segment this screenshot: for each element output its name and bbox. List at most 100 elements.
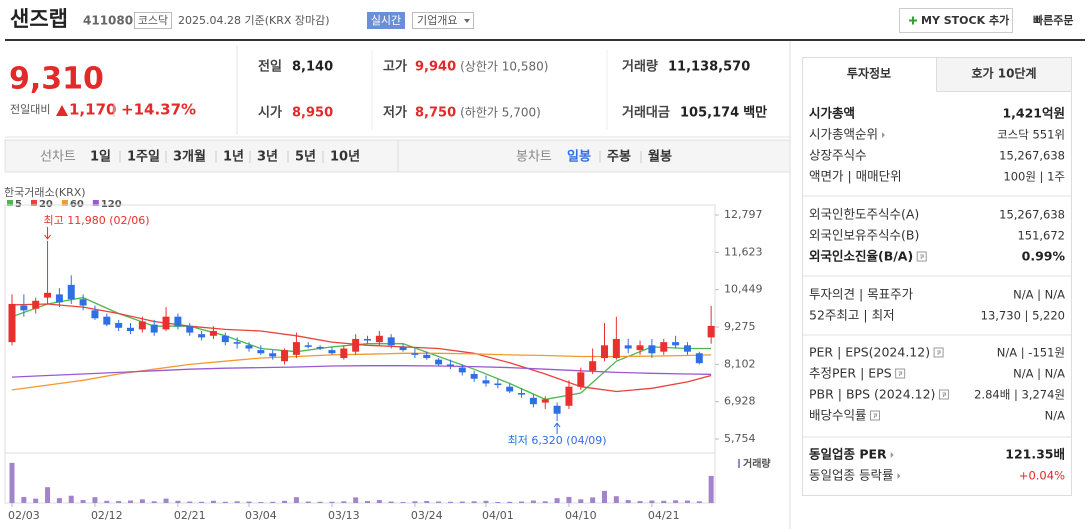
volume-bar [9,462,15,503]
legend-swatch [7,200,13,206]
menu-item[interactable]: 1일 [90,150,111,165]
volume-bar [365,501,370,503]
tab[interactable]: 투자정보 [847,66,891,81]
menu-item[interactable]: 1주일 [127,150,160,165]
volume-bar [68,495,74,503]
candle-body [601,345,608,359]
price: 9,310 [9,62,104,97]
side-value: N/A | N/A [1013,288,1065,302]
quote-label: 전일 [258,59,282,75]
stock-name: 샌즈랩 [10,7,68,31]
mystock-button[interactable] [899,8,1013,33]
side-label: 상장주식수 [809,148,867,163]
menu-item[interactable]: 주봉 [607,150,631,165]
volume-bar [649,500,655,503]
mystock[interactable]: MY STOCK 추가 [921,13,1009,27]
volume-bar [578,499,584,503]
x-tick-label: 03/24 [411,509,443,522]
candle-body [518,393,526,395]
change-label: 전일대비 [10,102,50,116]
candle-body [79,299,87,306]
overview[interactable]: 기업개요 [417,14,457,27]
low-note: 최저 6,320 (04/09) [508,434,607,447]
candle-body [103,316,111,325]
side-value: 121.35배 [1005,447,1065,462]
volume-bar [613,496,619,503]
side-value: N/A | -151원 [997,346,1065,360]
side-label: 시가총액순위 [809,127,878,142]
tab-inactive-bg[interactable] [936,57,1072,92]
volume-bar [673,500,679,503]
volume-bar [305,501,311,503]
legend-swatch [30,200,37,206]
menu-item[interactable]: 일봉 [567,150,591,165]
candle-body [304,345,312,347]
candle-body [174,316,182,327]
overview-box[interactable] [412,12,474,29]
y-tick-label: 11,623 [724,245,763,258]
side-label: 배당수익률 [809,408,867,423]
menu-label: 봉차트 [516,150,552,165]
side-label: 52주최고 | 최저 [809,308,895,323]
quote-label: 저가 [383,106,407,121]
volume-bar [637,501,643,503]
x-tick-label: 04/01 [482,509,514,522]
candle-body [683,345,691,352]
volume-bar [329,501,335,503]
realtime-badge[interactable] [367,12,405,29]
volume-bar [80,500,86,503]
candle-body [340,348,348,359]
volume-bar [590,497,596,503]
volume-bar [151,501,157,503]
candle-body [292,342,300,355]
side-value: 코스닥 551위 [997,128,1065,142]
x-tick-label: 03/13 [328,509,360,522]
volume-bar [495,502,501,503]
high-note: 최고 11,980 (02/06) [44,214,150,227]
candle-body [446,364,454,366]
candle-body [150,324,158,333]
volume-bar [542,501,548,503]
side-value: 0.99% [1022,249,1066,264]
volume-bar [222,501,228,503]
volume-bar [554,498,560,503]
x-tick-label: 02/03 [8,509,40,522]
side-label: 외국인보유주식수(B) [809,228,919,243]
candle-body [257,350,265,354]
volume-bar [21,496,27,503]
side-label: 투자의견 | 목표주가 [809,287,914,302]
menu-item[interactable]: 10년 [330,150,360,165]
candle-body [198,334,206,338]
help-mark [898,371,903,376]
volume-bar [353,497,359,503]
menu-item[interactable]: 3개월 [173,149,206,165]
candle-body [269,353,277,357]
candle-body [328,350,336,354]
candle-body [44,292,52,298]
side-value: 2.84배 | 3,274원 [974,388,1065,402]
candle-body [281,350,289,362]
volume-bar [163,498,169,503]
volume-bar [424,501,430,503]
y-tick-label: 10,449 [724,283,763,296]
candle-body [624,345,632,349]
legend-swatch [92,200,99,206]
menu-item[interactable]: 5년 [295,150,316,165]
x-tick-label: 04/21 [648,509,680,522]
realtime[interactable]: 실시간 [371,14,401,27]
candle-body [482,380,490,384]
tab[interactable]: 호가 10단계 [971,66,1036,81]
menu-item[interactable]: 1년 [223,150,244,165]
menu-item[interactable]: 3년 [257,150,278,165]
side-value: 1,421억원 [1002,106,1065,121]
volume-label: 거래량 [743,457,771,470]
x-tick-label: 02/12 [91,509,123,522]
moving-average [11,365,712,378]
candle-body [316,346,324,349]
candle-body [672,342,680,346]
menu-item[interactable]: 월봉 [648,149,672,165]
quick-order[interactable]: 빠른주문 [1033,13,1073,27]
volume-bar [436,501,442,503]
side-arrow [882,132,886,138]
market-badge [134,12,172,29]
